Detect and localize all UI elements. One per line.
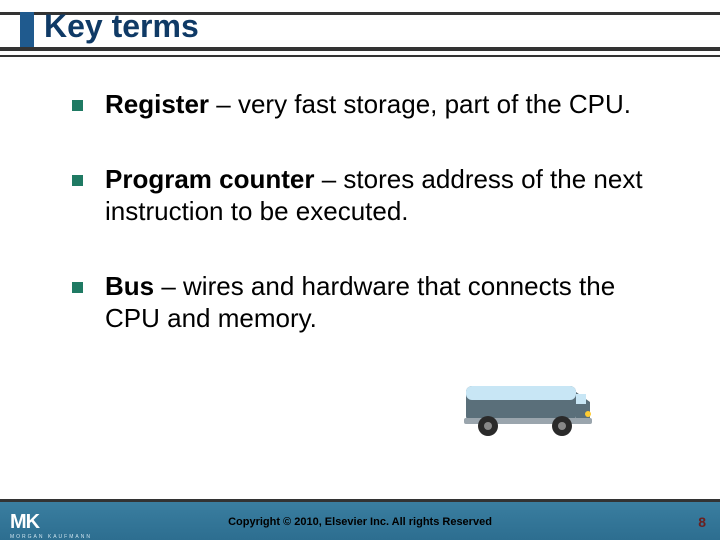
list-item: Program counter – stores address of the … [72, 163, 672, 228]
slide-title: Key terms [44, 8, 199, 45]
bullet-square-icon [72, 100, 83, 111]
term-desc: – wires and hardware that connects the C… [105, 271, 615, 334]
title-accent [20, 12, 34, 47]
slide: Key terms Register – very fast storage, … [0, 0, 720, 540]
list-item: Bus – wires and hardware that connects t… [72, 270, 672, 335]
publisher-logo-sub: MORGAN KAUFMANN [10, 534, 92, 540]
term-desc: – very fast storage, part of the CPU. [209, 89, 631, 119]
bullet-text: Register – very fast storage, part of th… [105, 88, 631, 121]
bullet-square-icon [72, 282, 83, 293]
bullet-square-icon [72, 175, 83, 186]
page-number: 8 [698, 514, 706, 530]
title-rule-lower [0, 55, 720, 57]
bullet-text: Bus – wires and hardware that connects t… [105, 270, 672, 335]
list-item: Register – very fast storage, part of th… [72, 88, 672, 121]
copyright-text: Copyright © 2010, Elsevier Inc. All righ… [0, 516, 720, 528]
term: Register [105, 89, 209, 119]
term: Bus [105, 271, 154, 301]
title-rule-mid [0, 47, 720, 51]
term: Program counter [105, 164, 315, 194]
bullet-text: Program counter – stores address of the … [105, 163, 672, 228]
bus-icon [458, 372, 598, 442]
content-area: Register – very fast storage, part of th… [72, 88, 672, 377]
